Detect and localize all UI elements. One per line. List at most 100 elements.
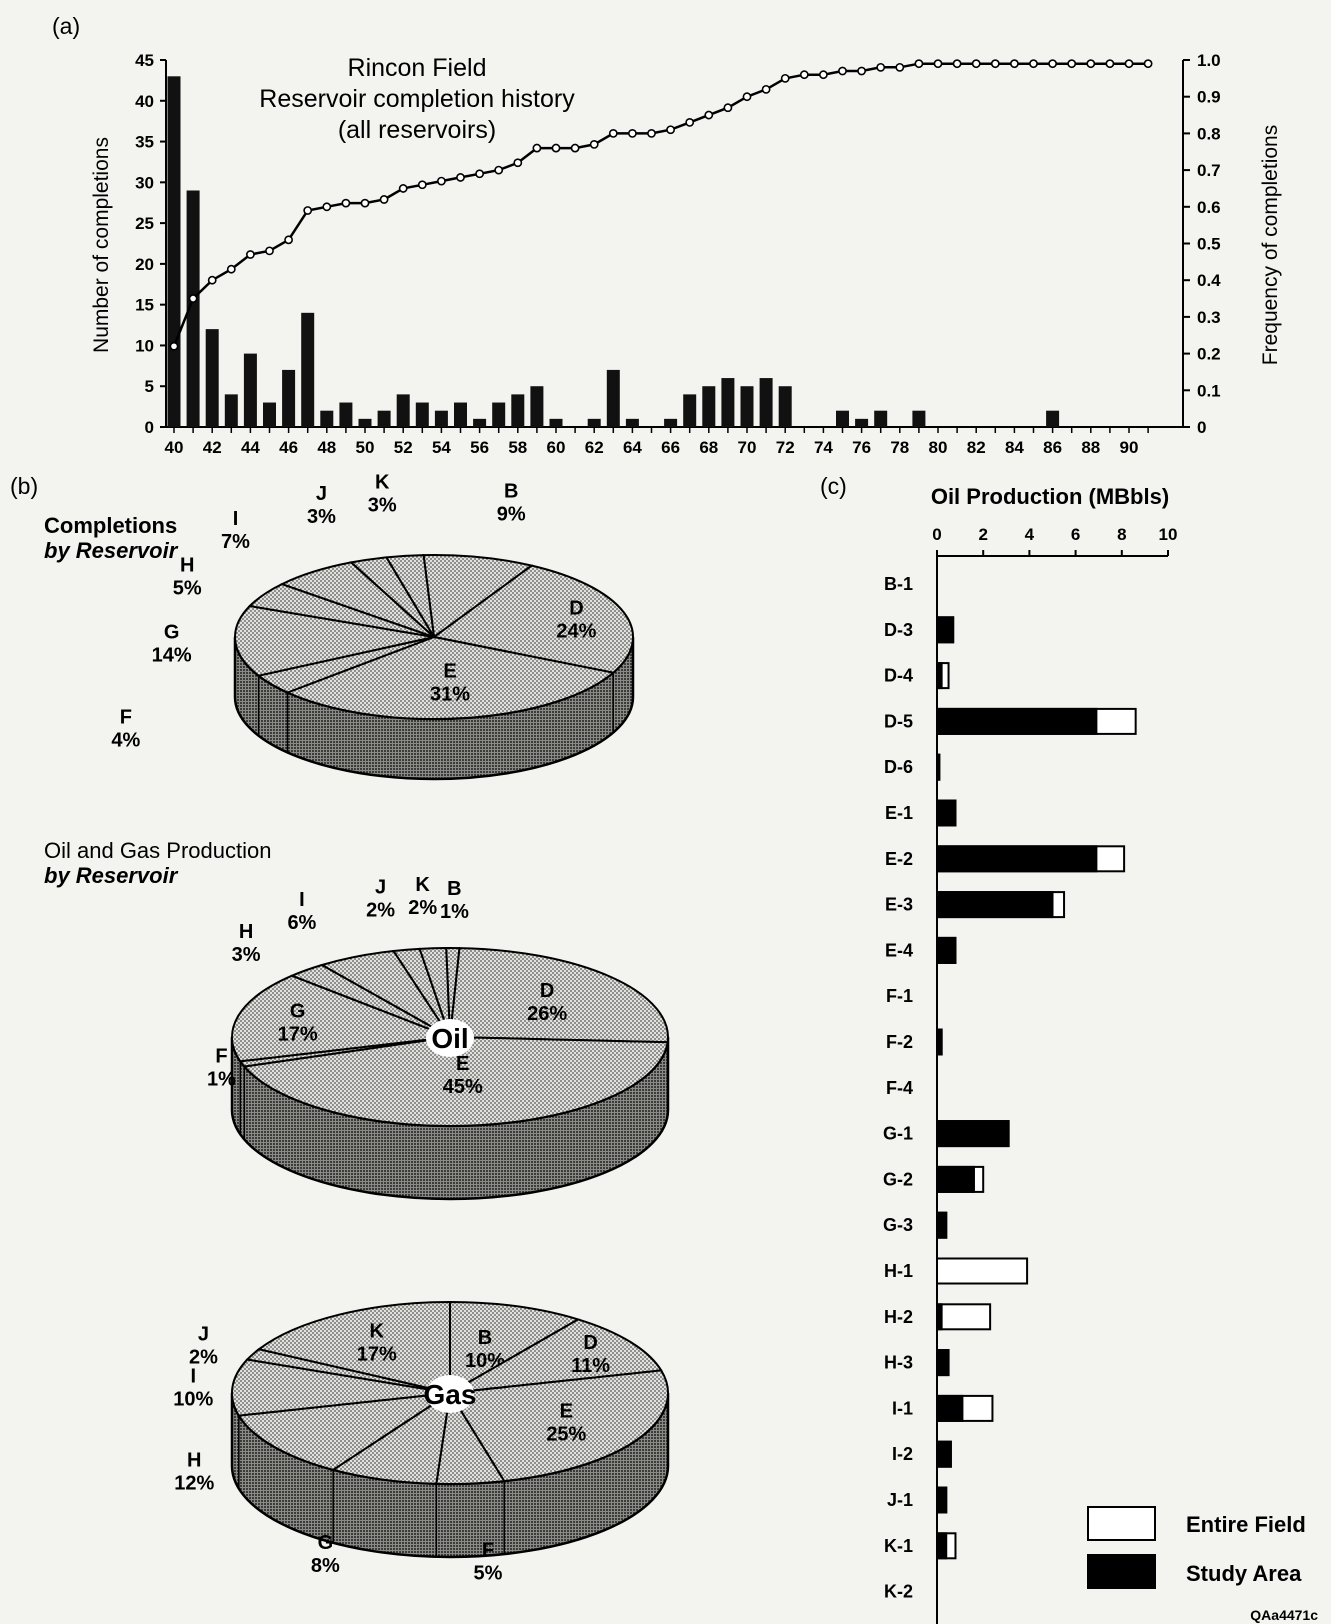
completion-bar (263, 402, 276, 427)
pie-production-title: Oil and Gas Production (44, 838, 271, 863)
pie-gas-pct-E: 25% (546, 1424, 586, 1446)
pie-oil-slice-K (418, 946, 451, 1038)
x-tick-label: 86 (1043, 438, 1062, 457)
frequency-point (876, 62, 886, 72)
bar-study-area (936, 1532, 948, 1560)
pie-completions-label-B: B (504, 480, 518, 502)
frequency-point (819, 70, 828, 80)
category-label: D-5 (884, 711, 913, 731)
category-label: I-1 (892, 1398, 913, 1418)
pie-gas-center-label: Gas (424, 1379, 477, 1410)
x-tick-label: 66 (661, 438, 680, 457)
category-label: G-2 (883, 1169, 913, 1189)
y-tick-label-left: 0 (145, 418, 154, 437)
category-label: D-4 (884, 666, 913, 686)
pie-oil-center-label: Oil (431, 1023, 468, 1054)
y-tick-label-right: 0.4 (1197, 271, 1221, 290)
y-tick-label-right: 0.5 (1197, 235, 1221, 254)
pie-oil-pct-F: 1% (207, 1069, 236, 1091)
x-tick-label: 40 (165, 438, 184, 457)
pie-gas-pct-H: 12% (174, 1473, 214, 1495)
frequency-point (341, 198, 351, 208)
pie-completions-pct-E: 31% (430, 684, 470, 706)
pie-completions-pct-B: 9% (497, 503, 526, 525)
frequency-point (857, 66, 866, 76)
x-tick-label: 60 (547, 438, 566, 457)
frequency-point (838, 66, 847, 76)
pie-oil-pct-G: 17% (278, 1024, 318, 1046)
frequency-point (475, 169, 484, 179)
frequency-point (284, 235, 293, 245)
pie-gas-pct-I: 10% (173, 1388, 213, 1410)
x-tick-label: 82 (967, 438, 986, 457)
pie-oil-label-B: B (447, 878, 461, 900)
x-tick-label: 2 (978, 525, 987, 544)
chart-a-title-line2: Reservoir completion history (259, 85, 575, 113)
frequency-point (895, 62, 905, 72)
category-label: E-4 (885, 940, 913, 960)
completion-bar (664, 418, 678, 427)
category-label: J-1 (887, 1490, 913, 1510)
frequency-point (723, 103, 733, 113)
category-label: I-2 (892, 1444, 913, 1464)
bar-entire-field (936, 1303, 992, 1331)
category-label: F-1 (886, 986, 913, 1006)
category-label: G-3 (883, 1215, 913, 1235)
bar-study-area (936, 753, 941, 781)
pie-completions-label-I: I (233, 508, 239, 530)
pie-completions-label-H: H (180, 554, 194, 576)
pie-gas-slice-D (449, 1318, 663, 1394)
x-tick-label: 72 (776, 438, 795, 457)
completion-bar (415, 402, 429, 427)
x-tick-label: 8 (1117, 525, 1126, 544)
pie-gas-label-F: F (482, 1540, 494, 1562)
frequency-point (685, 117, 695, 127)
frequency-point (532, 143, 542, 153)
completion-bar (454, 402, 467, 427)
y-tick-label-left: 5 (145, 377, 154, 396)
frequency-point (513, 158, 523, 168)
x-tick-label: 88 (1081, 438, 1100, 457)
completion-bar (836, 410, 849, 427)
pie-oil-center-badge (426, 1019, 474, 1057)
pie-completions-subtitle: by Reservoir (44, 538, 179, 563)
frequency-point (952, 59, 962, 69)
x-tick-label: 0 (932, 525, 941, 544)
x-tick-label: 48 (317, 438, 336, 457)
completion-bar (549, 418, 563, 427)
x-tick-label: 62 (585, 438, 604, 457)
chart-a-title-line3: (all reservoirs) (338, 116, 496, 144)
y-tick-label-left: 20 (135, 255, 154, 274)
pie-gas-slice-I (230, 1358, 451, 1417)
pie-oil-slice-E (242, 1035, 669, 1127)
pie-gas-pct-F: 5% (474, 1563, 503, 1585)
bar-study-area (936, 1394, 964, 1422)
bar-study-area (936, 1165, 975, 1193)
completion-bar (912, 410, 926, 427)
pie-oil-pct-E: 45% (443, 1076, 483, 1098)
y-tick-label-right: 0.8 (1197, 124, 1221, 143)
y-tick-label-left: 35 (135, 133, 154, 152)
pie-gas-pct-D: 11% (571, 1355, 610, 1377)
chart-c-title: Oil Production (MBbls) (931, 484, 1169, 509)
frequency-point (780, 73, 790, 83)
category-label: H-1 (884, 1261, 913, 1281)
frequency-point (303, 206, 313, 215)
y-tick-label-right: 0.7 (1197, 161, 1221, 180)
frequency-point (666, 125, 675, 135)
x-tick-label: 90 (1120, 438, 1139, 457)
y-tick-label-right: 0.9 (1197, 88, 1221, 107)
pie-completions-label-G: G (164, 622, 180, 644)
frequency-point (608, 128, 618, 138)
completion-bar (683, 394, 697, 427)
category-label: B-1 (884, 574, 913, 594)
pie-gas-label-G: G (318, 1532, 334, 1554)
pie-gas-pct-J: 2% (189, 1347, 218, 1369)
pie-gas-label-E: E (560, 1401, 573, 1423)
category-label: E-3 (885, 895, 913, 915)
x-tick-label: 76 (852, 438, 871, 457)
completion-bar (606, 369, 620, 427)
pie-gas-label-H: H (187, 1450, 201, 1472)
x-tick-label: 50 (356, 438, 375, 457)
